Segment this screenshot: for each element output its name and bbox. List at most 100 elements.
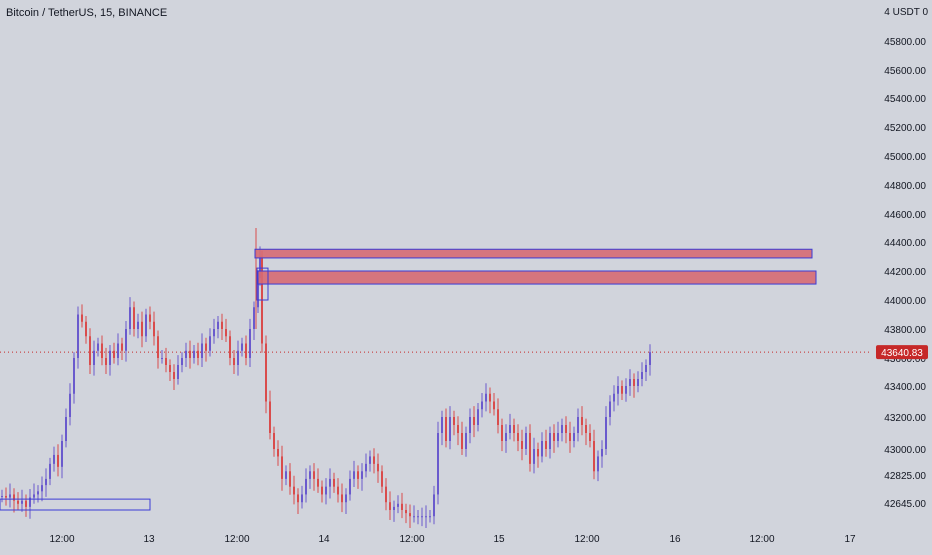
y-tick-label: 43800.00 — [884, 325, 926, 336]
candle-body — [269, 401, 271, 433]
candle-body — [129, 307, 131, 329]
candle-body — [529, 433, 531, 464]
candle-body — [641, 372, 643, 379]
y-tick-label: 45400.00 — [884, 94, 926, 105]
candle-body — [153, 321, 155, 337]
candle-body — [193, 350, 195, 358]
candle-body — [185, 350, 187, 358]
candle-body — [277, 449, 279, 457]
candle-body — [245, 343, 247, 358]
candle-body — [629, 379, 631, 386]
candle-body — [345, 494, 347, 503]
candle-body — [73, 358, 75, 394]
x-tick-label: 14 — [318, 534, 330, 545]
candle-body — [121, 343, 123, 351]
candle-body — [449, 417, 451, 441]
candle-body — [425, 516, 427, 518]
candle-body — [585, 425, 587, 433]
candle-body — [465, 433, 467, 449]
candle-body — [241, 343, 243, 351]
candle-body — [101, 343, 103, 358]
candle-body — [593, 441, 595, 472]
supply-zone — [254, 248, 813, 259]
candle-body — [89, 336, 91, 365]
candle-body — [517, 433, 519, 441]
y-tick-label: 43000.00 — [884, 445, 926, 456]
candle-body — [537, 449, 539, 457]
candle-body — [13, 494, 15, 501]
supply-zone — [256, 267, 269, 301]
candle-body — [633, 379, 635, 386]
x-tick-label: 12:00 — [49, 534, 74, 545]
candle-body — [133, 307, 135, 329]
candle-body — [609, 401, 611, 417]
candle-body — [457, 425, 459, 433]
candle-body — [249, 329, 251, 358]
candle-body — [181, 358, 183, 365]
candle-body — [509, 425, 511, 433]
candle-body — [445, 417, 447, 441]
candle-body — [569, 433, 571, 441]
candle-body — [513, 425, 515, 433]
x-tick-label: 15 — [493, 534, 505, 545]
candle-body — [49, 463, 51, 479]
candle-body — [577, 417, 579, 433]
candle-body — [461, 433, 463, 449]
candle-body — [533, 449, 535, 464]
candle-body — [205, 343, 207, 351]
scale-count: 4 — [884, 7, 890, 18]
candle-body — [173, 372, 175, 379]
candle-body — [309, 471, 311, 479]
candle-body — [141, 321, 143, 337]
candle-body — [77, 314, 79, 358]
candle-body — [341, 494, 343, 503]
candle-body — [53, 454, 55, 464]
candle-body — [33, 494, 35, 498]
candle-body — [1, 496, 3, 497]
candle-body — [313, 471, 315, 479]
candle-body — [265, 343, 267, 402]
candle-body — [17, 500, 19, 504]
candle-body — [161, 358, 163, 359]
candle-body — [145, 314, 147, 337]
candle-body — [365, 463, 367, 472]
supply-zone — [257, 270, 817, 285]
last-price-badge — [876, 345, 928, 360]
candle-body — [29, 497, 31, 507]
candle-body — [197, 350, 199, 358]
candle-body — [257, 278, 259, 308]
candle-body — [453, 417, 455, 425]
candle-body — [349, 478, 351, 495]
candle-body — [589, 433, 591, 441]
candle-body — [45, 478, 47, 486]
candle-body — [373, 456, 375, 464]
scale-currency: USDT — [892, 7, 920, 18]
candle-body — [149, 314, 151, 322]
candle-body — [553, 433, 555, 441]
candle-body — [573, 433, 575, 441]
x-tick-label: 12:00 — [399, 534, 424, 545]
y-tick-label: 45200.00 — [884, 123, 926, 134]
candle-body — [625, 386, 627, 394]
candle-body — [489, 393, 491, 402]
candle-body — [57, 454, 59, 467]
y-tick-label: 43400.00 — [884, 382, 926, 393]
candle-body — [105, 358, 107, 365]
y-tick-label: 44200.00 — [884, 267, 926, 278]
candle-body — [97, 343, 99, 351]
candle-body — [85, 321, 87, 337]
candle-body — [9, 494, 11, 498]
y-tick-label: 44400.00 — [884, 238, 926, 249]
candle-body — [357, 471, 359, 479]
candle-body — [137, 321, 139, 329]
candle-body — [613, 393, 615, 402]
price-scale-header[interactable]: 4 USDT 0 — [884, 7, 928, 18]
y-tick-label: 45000.00 — [884, 152, 926, 163]
candle-body — [65, 417, 67, 441]
candle-body — [157, 336, 159, 358]
candle-body — [293, 486, 295, 495]
candle-body — [649, 352, 651, 365]
candle-body — [37, 491, 39, 495]
